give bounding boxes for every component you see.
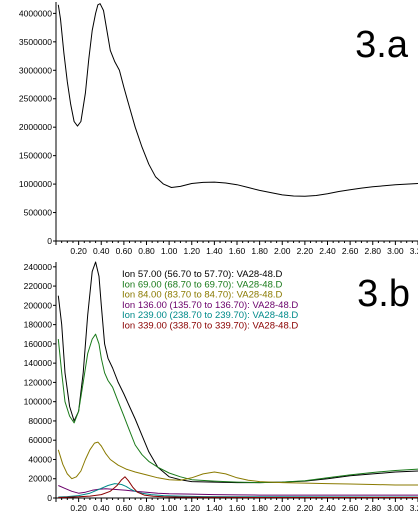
y-tick-label: 0 bbox=[47, 493, 52, 503]
x-tick-label: 3.20 bbox=[410, 503, 418, 513]
x-tick-label: 1.40 bbox=[206, 246, 223, 256]
legend-entry: Ion 69.00 (68.70 to 69.70): VA28-48.D bbox=[122, 279, 283, 290]
y-tick-label: 40000 bbox=[28, 454, 52, 464]
x-tick-label: 1.40 bbox=[206, 503, 223, 513]
x-tick-label: 2.20 bbox=[297, 246, 314, 256]
legend-entry: Ion 239.00 (238.70 to 239.70): VA28-48.D bbox=[122, 310, 298, 321]
y-tick-label: 1000000 bbox=[19, 179, 52, 189]
y-tick-label: 1500000 bbox=[19, 151, 52, 161]
y-tick-label: 120000 bbox=[24, 377, 53, 387]
x-tick-label: 3.20 bbox=[410, 246, 418, 256]
x-tick-label: 1.60 bbox=[229, 503, 246, 513]
x-tick-label: 1.20 bbox=[183, 246, 200, 256]
y-tick-label: 500000 bbox=[24, 208, 53, 218]
panel-label-3b: 3.b bbox=[357, 273, 410, 315]
x-tick-label: 2.80 bbox=[364, 503, 381, 513]
legend-entry: Ion 84.00 (83.70 to 84.70): VA28-48.D bbox=[122, 290, 283, 301]
series-line-a-0 bbox=[57, 3, 418, 197]
y-tick-label: 0 bbox=[47, 236, 52, 246]
x-tick-label: 3.00 bbox=[387, 246, 404, 256]
x-tick-label: 0.60 bbox=[116, 246, 133, 256]
x-tick-label: 1.00 bbox=[161, 246, 178, 256]
x-tick-label: 1.80 bbox=[251, 503, 268, 513]
y-tick-label: 3500000 bbox=[19, 37, 52, 47]
y-tick-label: 100000 bbox=[24, 397, 53, 407]
x-tick-label: 1.20 bbox=[183, 503, 200, 513]
legend-entry: Ion 136.00 (135.70 to 136.70): VA28-48.D bbox=[122, 300, 298, 311]
chart-panel-3b: 0 20000 40000 60000 80000 100000 120000 140000 1… bbox=[24, 261, 418, 513]
x-tick-label: 0.80 bbox=[138, 246, 155, 256]
y-tick-label: 2000000 bbox=[19, 122, 52, 132]
x-tick-label: 2.00 bbox=[274, 503, 291, 513]
x-tick-label: 2.60 bbox=[342, 503, 359, 513]
series-line-b-2 bbox=[57, 441, 418, 486]
y-tick-label: 200000 bbox=[24, 300, 53, 310]
y-tick-label: 240000 bbox=[24, 262, 53, 272]
chart-panel-3a: 0 500000 1000000 1500000 2000000 2500000 30000… bbox=[19, 2, 418, 256]
x-tick-label: 1.60 bbox=[229, 246, 246, 256]
series-line-b-4 bbox=[58, 483, 418, 498]
y-tick-label: 160000 bbox=[24, 339, 53, 349]
x-tick-label: 0.20 bbox=[70, 503, 87, 513]
x-tick-label: 0.20 bbox=[70, 246, 87, 256]
x-tick-label: 3.00 bbox=[387, 503, 404, 513]
x-tick-label: 0.60 bbox=[116, 503, 133, 513]
x-tick-label: 2.60 bbox=[342, 246, 359, 256]
x-tick-label: 2.20 bbox=[297, 503, 314, 513]
series-line-b-5 bbox=[58, 476, 418, 498]
x-tick-label: 2.00 bbox=[274, 246, 291, 256]
y-tick-label: 4000000 bbox=[19, 8, 52, 18]
y-tick-label: 20000 bbox=[28, 474, 52, 484]
x-tick-label: 0.80 bbox=[138, 503, 155, 513]
x-tick-label: 2.40 bbox=[319, 503, 336, 513]
x-tick-label: 2.80 bbox=[364, 246, 381, 256]
x-tick-label: 0.40 bbox=[93, 246, 110, 256]
y-tick-label: 220000 bbox=[24, 281, 53, 291]
series-line-b-3 bbox=[58, 485, 418, 496]
series-line-b-1 bbox=[57, 333, 418, 484]
x-tick-label: 2.40 bbox=[319, 246, 336, 256]
x-tick-label: 0.40 bbox=[93, 503, 110, 513]
legend-entry: Ion 339.00 (338.70 to 339.70): VA28-48.D bbox=[122, 321, 298, 332]
y-tick-label: 80000 bbox=[28, 416, 52, 426]
x-tick-label: 1.00 bbox=[161, 503, 178, 513]
legend: Ion 57.00 (56.70 to 57.70): VA28-48.DIon… bbox=[122, 269, 298, 332]
y-tick-label: 2500000 bbox=[19, 94, 52, 104]
y-tick-label: 140000 bbox=[24, 358, 53, 368]
x-tick-label: 1.80 bbox=[251, 246, 268, 256]
y-tick-label: 60000 bbox=[28, 435, 52, 445]
y-tick-label: 180000 bbox=[24, 320, 53, 330]
y-tick-label: 3000000 bbox=[19, 65, 52, 75]
legend-entry: Ion 57.00 (56.70 to 57.70): VA28-48.D bbox=[122, 269, 283, 280]
panel-label-3a: 3.a bbox=[355, 24, 409, 66]
